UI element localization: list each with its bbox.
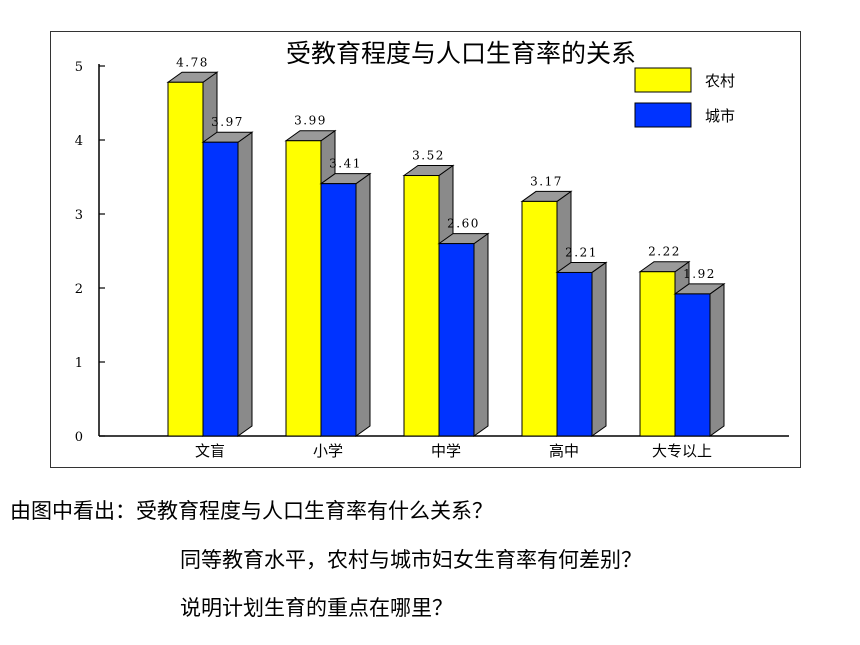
bar-rural	[639, 271, 676, 437]
bar-urban	[438, 243, 475, 437]
data-label: 3.17	[530, 174, 563, 188]
data-label: 2.60	[447, 217, 480, 231]
question-3: 说明计划生育的重点在哪里？	[180, 596, 453, 620]
legend-swatch	[634, 67, 692, 93]
y-tick-label: 4	[75, 134, 83, 149]
chart-title: 受教育程度与人口生育率的关系	[285, 39, 636, 68]
x-tick-label: 大专以上	[652, 442, 712, 460]
data-label: 4.78	[176, 55, 209, 69]
question-2: 同等教育水平，农村与城市妇女生育率有何差别？	[180, 548, 642, 572]
data-label: 3.97	[211, 115, 244, 129]
x-tick-label: 高中	[549, 442, 579, 460]
bar-urban	[674, 293, 711, 437]
bar-rural	[167, 81, 204, 437]
bar-rural	[403, 175, 440, 437]
x-tick-label: 中学	[431, 442, 461, 460]
y-tick-label: 1	[75, 356, 83, 371]
legend-label: 城市	[705, 107, 735, 125]
y-tick-label: 0	[75, 430, 83, 445]
chart-frame: 0 1 2 3 4 5 4.78 3.97 文盲 3.99 3.41 小学 3.52 2.60 中学 3.17…	[50, 31, 801, 468]
bar-chart: 0 1 2 3 4 5 4.78 3.97 文盲 3.99 3.41 小学 3.52 2.60 中学 3.17…	[75, 55, 789, 460]
question-1: 受教育程度与人口生育率有什么关系？	[136, 499, 493, 523]
y-tick-label: 3	[75, 208, 83, 223]
bar-side	[709, 282, 725, 437]
bar-urban	[320, 183, 357, 437]
bar-rural	[521, 200, 558, 437]
bar-side	[473, 232, 489, 437]
bar-side	[591, 261, 607, 437]
data-label: 1.92	[683, 267, 716, 281]
data-label: 3.99	[294, 114, 327, 128]
bar-rural	[285, 140, 322, 437]
legend-label: 农村	[705, 72, 735, 90]
bar-side	[237, 131, 253, 437]
question-line-1: 由图中看出：受教育程度与人口生育率有什么关系？	[10, 495, 493, 525]
legend-swatch	[634, 102, 692, 128]
data-label: 3.52	[412, 149, 445, 163]
question-lead: 由图中看出：	[10, 499, 136, 523]
y-tick-label: 2	[75, 282, 83, 297]
bar-urban	[556, 271, 593, 437]
x-tick-label: 文盲	[195, 442, 225, 460]
x-tick-label: 小学	[313, 442, 343, 460]
bar-urban	[202, 141, 239, 437]
data-label: 3.41	[329, 157, 362, 171]
y-tick-label: 5	[75, 60, 83, 75]
data-label: 2.22	[648, 245, 681, 259]
data-label: 2.21	[565, 245, 598, 259]
bar-side	[355, 172, 371, 437]
